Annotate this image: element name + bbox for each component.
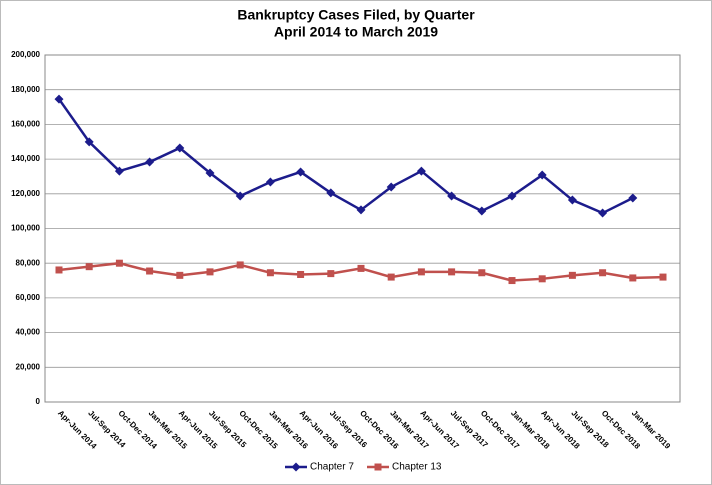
marker — [175, 143, 185, 153]
marker — [236, 261, 244, 269]
marker — [297, 270, 305, 278]
y-tick-label: 180,000 — [11, 85, 40, 94]
marker — [266, 269, 274, 277]
marker — [537, 170, 547, 180]
marker — [114, 166, 124, 176]
y-tick-label: 60,000 — [16, 293, 41, 302]
legend-marker — [374, 463, 382, 471]
y-tick-label: 160,000 — [11, 120, 40, 129]
y-tick-label: 40,000 — [16, 328, 41, 337]
marker — [357, 264, 365, 272]
marker — [387, 273, 395, 281]
marker — [538, 275, 546, 283]
marker — [417, 268, 425, 276]
y-tick-label: 100,000 — [11, 224, 40, 233]
marker — [356, 205, 366, 215]
marker — [598, 208, 608, 218]
chart-title: Bankruptcy Cases Filed, by Quarter — [237, 7, 475, 23]
marker — [146, 267, 154, 275]
marker — [477, 206, 487, 216]
marker — [145, 157, 155, 167]
y-tick-label: 0 — [36, 397, 41, 406]
series-line — [57, 98, 634, 215]
marker — [629, 274, 637, 282]
legend-label: Chapter 7 — [310, 462, 354, 473]
marker — [296, 167, 306, 177]
marker — [326, 188, 336, 198]
marker — [84, 137, 94, 147]
y-tick-label: 200,000 — [11, 50, 40, 59]
y-tick-label: 20,000 — [16, 362, 41, 371]
y-tick-label: 80,000 — [16, 258, 41, 267]
marker — [508, 277, 516, 285]
marker — [568, 271, 576, 279]
marker — [85, 263, 93, 271]
marker — [206, 268, 214, 276]
marker — [599, 269, 607, 277]
plot-frame — [44, 54, 681, 403]
marker — [205, 168, 215, 178]
marker — [659, 273, 667, 281]
chart-subtitle: April 2014 to March 2019 — [274, 24, 438, 40]
marker — [567, 195, 577, 205]
marker — [115, 259, 123, 267]
marker — [628, 193, 638, 203]
marker — [416, 166, 426, 176]
marker — [176, 271, 184, 279]
marker — [265, 177, 275, 187]
marker — [235, 191, 245, 201]
marker — [386, 182, 396, 192]
marker — [55, 266, 63, 274]
marker — [447, 191, 457, 201]
marker — [54, 94, 64, 104]
marker — [507, 191, 517, 201]
marker — [448, 268, 456, 276]
legend-marker — [291, 462, 301, 472]
y-tick-label: 120,000 — [11, 189, 40, 198]
y-tick-label: 140,000 — [11, 154, 40, 163]
marker — [327, 270, 335, 278]
marker — [478, 269, 486, 277]
legend-label: Chapter 13 — [392, 462, 442, 473]
